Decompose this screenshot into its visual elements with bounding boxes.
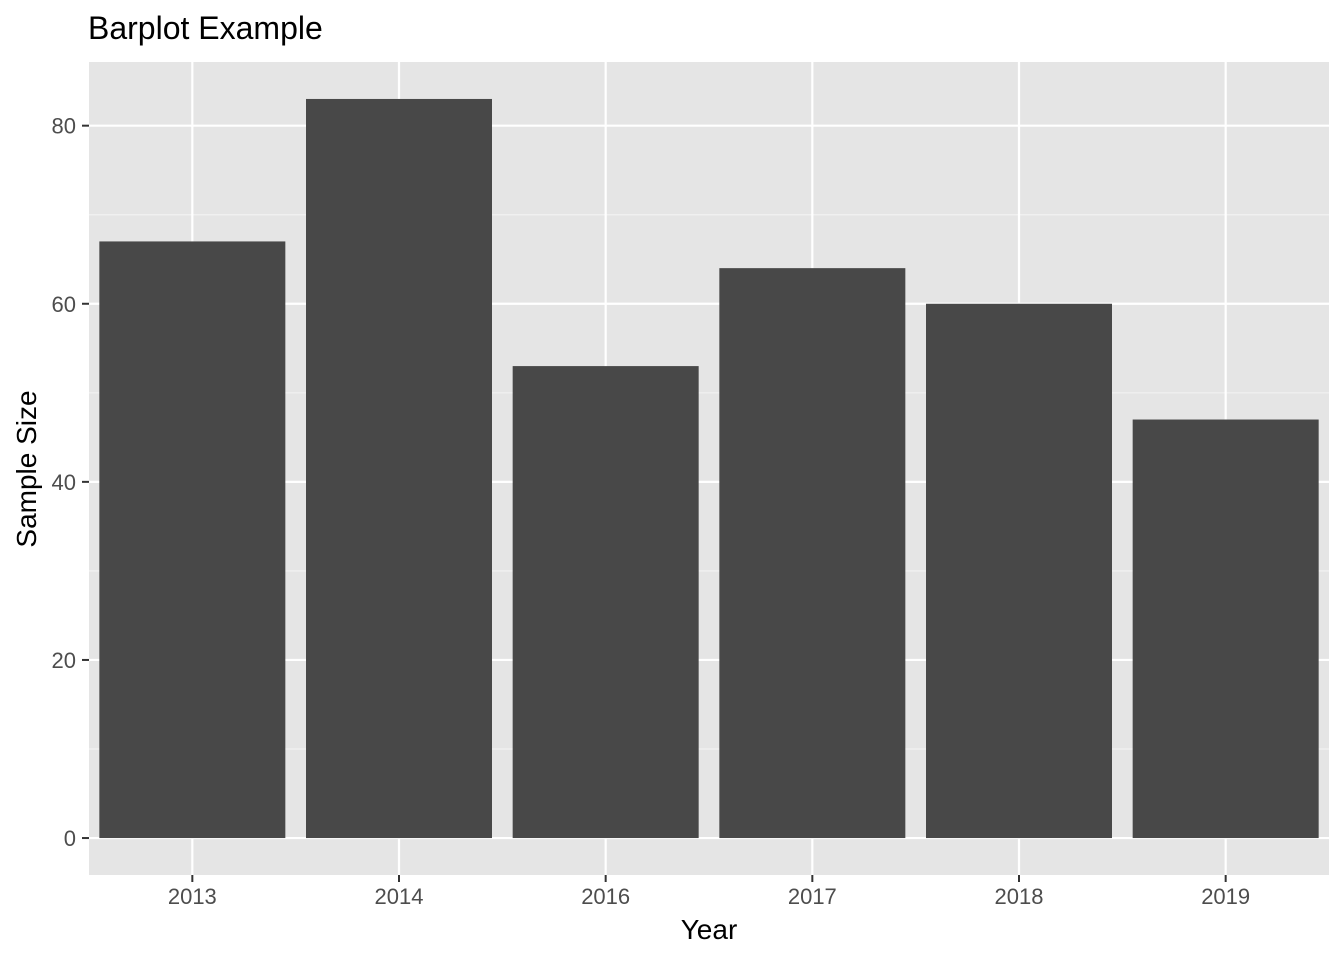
bar-2016 [512,366,699,839]
bar-2018 [926,303,1112,839]
bars [99,98,1319,839]
y-axis-title: Sample Size [11,390,42,547]
x-tick-label: 2016 [581,884,630,909]
y-tick-label: 40 [52,470,76,495]
y-axis: 0 20 40 60 80 [52,114,89,851]
y-tick-label: 0 [64,826,76,851]
x-tick-label: 2014 [375,884,424,909]
x-axis: 2013 2014 2016 2017 2018 2019 [168,875,1250,909]
y-tick-label: 20 [52,648,76,673]
plot-panel [89,62,1329,875]
y-tick-label: 80 [52,114,76,139]
bar-2013 [99,241,286,839]
x-tick-label: 2017 [788,884,837,909]
x-tick-label: 2018 [995,884,1044,909]
bar-2017 [719,268,906,839]
bar-2014 [306,98,492,839]
bar-2019 [1132,419,1319,839]
x-tick-label: 2013 [168,884,217,909]
y-tick-label: 60 [52,292,76,317]
x-tick-label: 2019 [1201,884,1250,909]
chart-title: Barplot Example [88,10,323,46]
x-axis-title: Year [681,914,738,945]
